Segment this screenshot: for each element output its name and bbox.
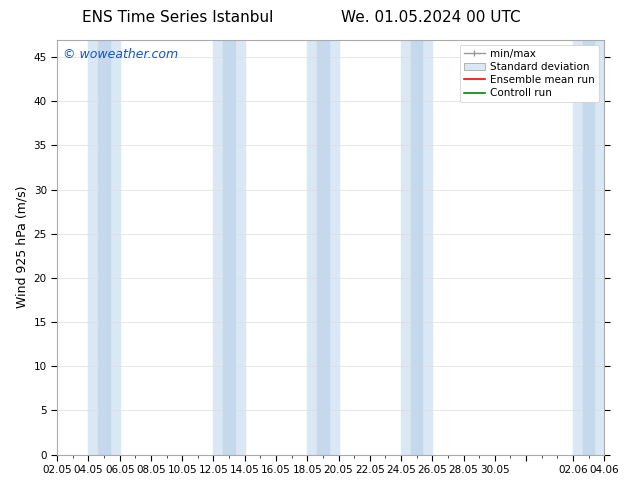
Y-axis label: Wind 925 hPa (m/s): Wind 925 hPa (m/s) xyxy=(15,186,28,308)
Text: ENS Time Series Istanbul: ENS Time Series Istanbul xyxy=(82,10,273,25)
Bar xyxy=(98,40,110,455)
Bar xyxy=(224,40,235,455)
Bar xyxy=(411,40,422,455)
Text: © woweather.com: © woweather.com xyxy=(63,48,178,61)
Bar xyxy=(573,40,604,455)
Bar xyxy=(583,40,594,455)
Legend: min/max, Standard deviation, Ensemble mean run, Controll run: min/max, Standard deviation, Ensemble me… xyxy=(460,45,599,102)
Bar xyxy=(89,40,120,455)
Bar xyxy=(401,40,432,455)
Bar xyxy=(307,40,339,455)
Bar xyxy=(317,40,328,455)
Text: We. 01.05.2024 00 UTC: We. 01.05.2024 00 UTC xyxy=(341,10,521,25)
Bar xyxy=(214,40,245,455)
